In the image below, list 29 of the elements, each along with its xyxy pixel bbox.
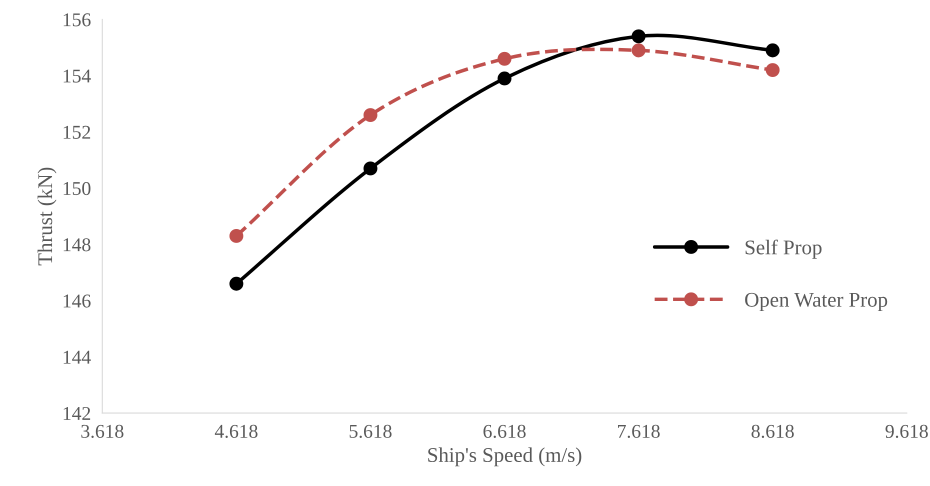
point bbox=[229, 276, 244, 291]
legend-label: Open Water Prop bbox=[745, 292, 888, 312]
x-tick-label: 7.618 bbox=[618, 424, 660, 438]
point bbox=[229, 229, 244, 243]
x-tick-label: 3.618 bbox=[81, 424, 124, 438]
point bbox=[766, 63, 780, 77]
y-tick-label: 150 bbox=[64, 182, 90, 196]
point bbox=[364, 162, 378, 176]
y-tick-label: 154 bbox=[64, 70, 91, 83]
y-tick-label: 142 bbox=[64, 406, 90, 420]
legend-label: Self Prop bbox=[746, 240, 822, 259]
y-tick-label: 148 bbox=[64, 238, 90, 252]
y-axis-title: Thrust (kN) bbox=[38, 168, 56, 266]
y-tick-label: 146 bbox=[64, 294, 91, 308]
point bbox=[632, 29, 646, 44]
point bbox=[364, 108, 378, 122]
point bbox=[766, 43, 780, 58]
x-tick-label: 6.618 bbox=[483, 424, 526, 438]
x-tick-label: 4.618 bbox=[214, 424, 258, 438]
point bbox=[498, 72, 512, 86]
x-tick-label: 9.618 bbox=[886, 424, 928, 438]
point bbox=[632, 43, 646, 58]
y-tick-label: 144 bbox=[64, 350, 91, 364]
y-tick-label: 156 bbox=[64, 13, 91, 26]
y-tick-label: 152 bbox=[64, 126, 90, 139]
point bbox=[498, 52, 512, 66]
x-tick-label: 5.618 bbox=[350, 424, 392, 438]
x-tick-label: 8.618 bbox=[752, 424, 794, 438]
x-axis-title: Ship's Speed (m/s) bbox=[428, 447, 582, 466]
